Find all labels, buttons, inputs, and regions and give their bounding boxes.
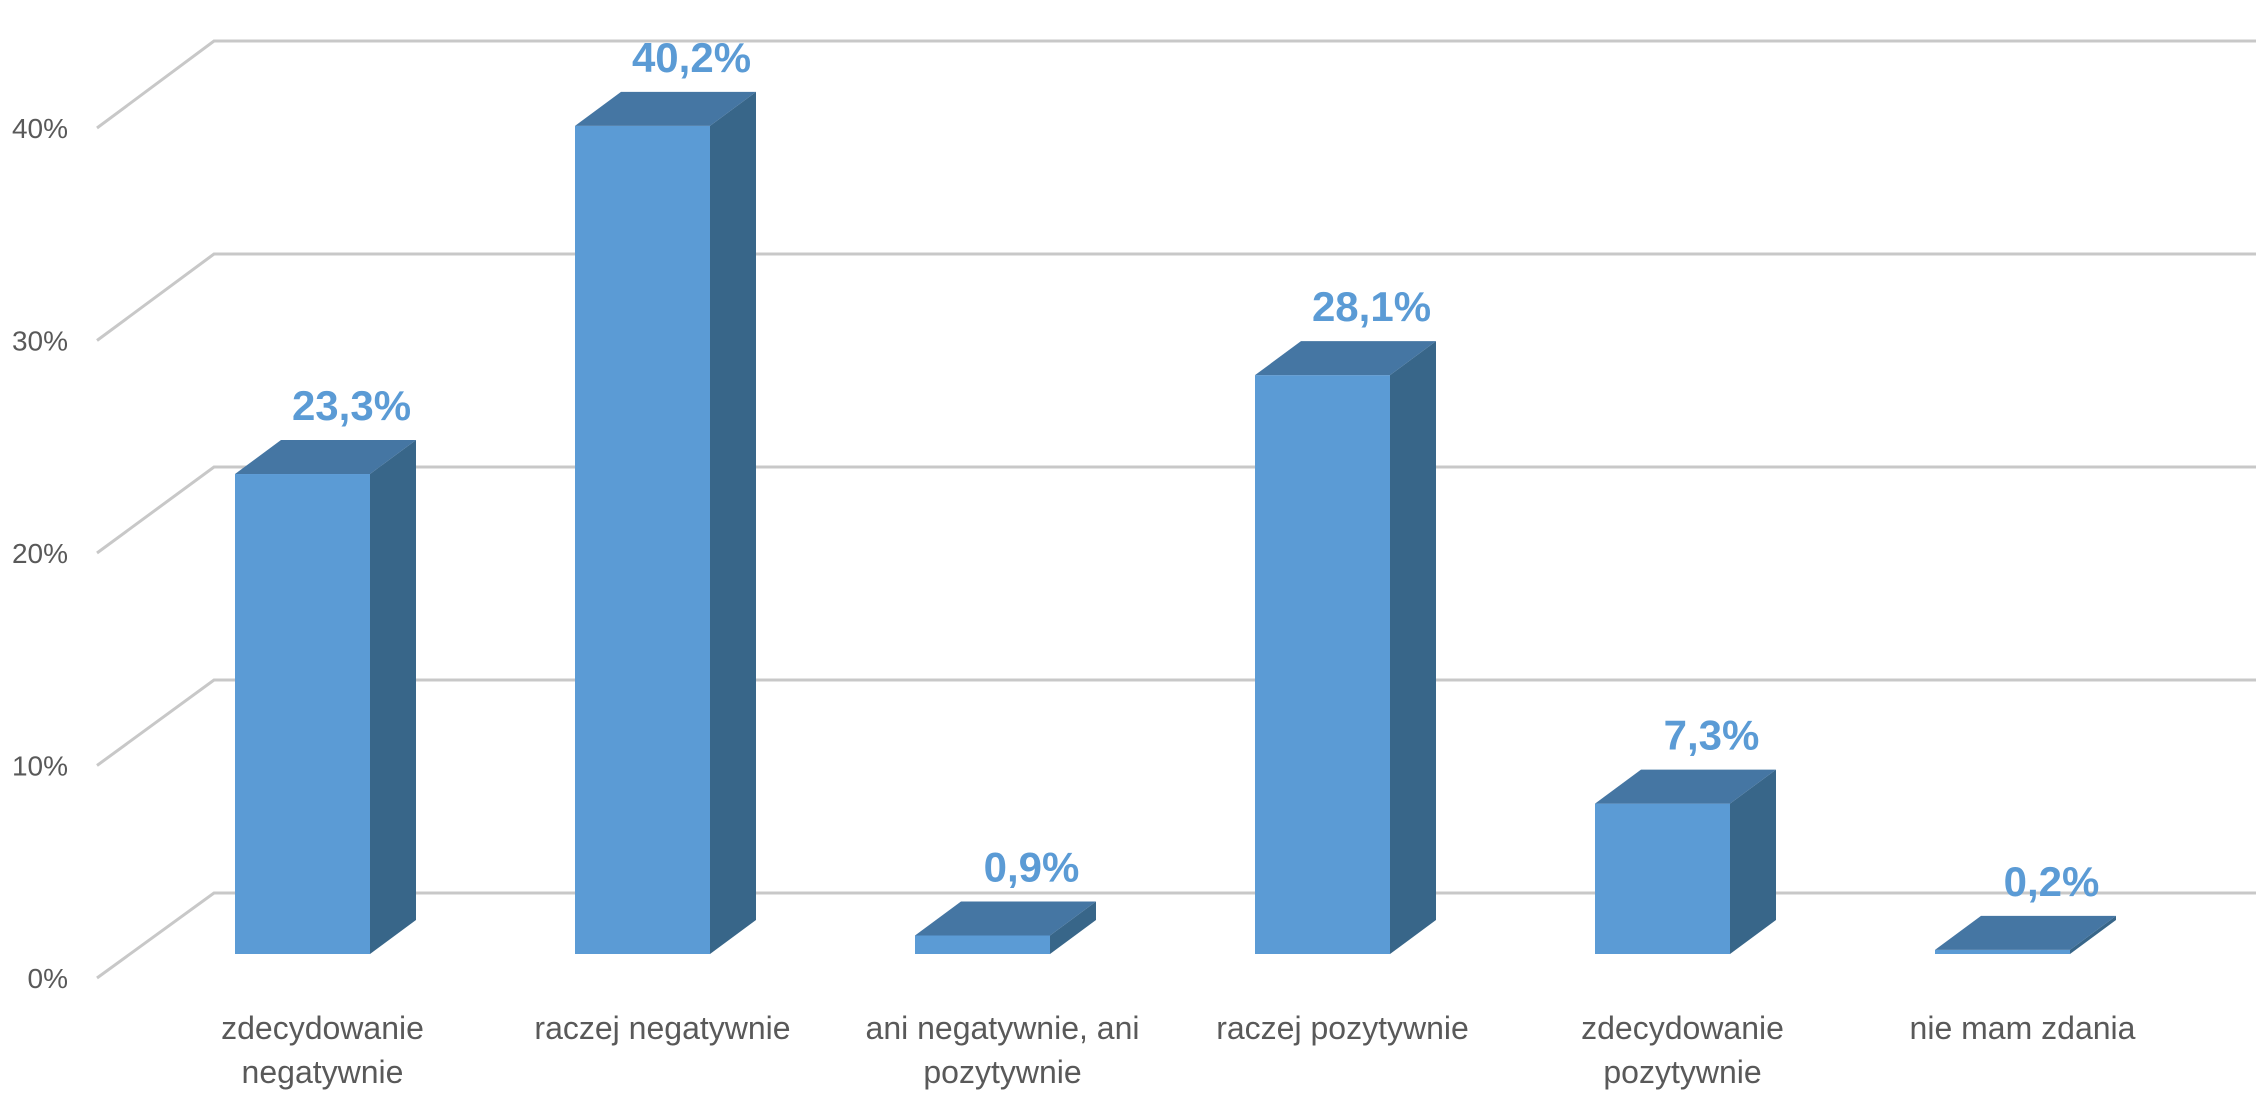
bar xyxy=(915,901,1096,954)
x-axis-categories: zdecydowanie negatywnie raczej negatywnie a… xyxy=(221,1010,2136,1090)
bar xyxy=(235,440,416,954)
category-label: nie mam zdania xyxy=(1910,1010,2136,1046)
bar-side xyxy=(1390,341,1436,954)
y-tick-label: 30% xyxy=(12,326,68,357)
data-label: 28,1% xyxy=(1312,283,1431,330)
category-label-line: pozytywnie xyxy=(923,1054,1081,1090)
bar-side xyxy=(1730,769,1776,954)
category-label-line: zdecydowanie xyxy=(1581,1010,1784,1046)
bar-side xyxy=(1050,901,1096,954)
y-tick-label: 20% xyxy=(12,538,68,569)
y-axis-ticks: 0% 10% 20% 30% 40% xyxy=(12,113,68,994)
bar-side xyxy=(370,440,416,954)
bar-top xyxy=(1935,915,2116,950)
bar xyxy=(575,91,756,954)
bar-top xyxy=(1595,769,1776,804)
data-label: 23,3% xyxy=(292,382,411,429)
data-label: 0,2% xyxy=(2004,858,2100,905)
gridline-1 xyxy=(96,678,2256,767)
y-tick-label: 10% xyxy=(12,751,68,782)
y-tick-label: 0% xyxy=(28,963,68,994)
category-label: zdecydowanie pozytywnie xyxy=(1581,1010,1784,1090)
data-label: 0,9% xyxy=(984,843,1080,890)
category-label: raczej negatywnie xyxy=(534,1010,790,1046)
gridline-0 xyxy=(96,891,2256,980)
category-label: zdecydowanie negatywnie xyxy=(221,1010,424,1090)
bar-front xyxy=(575,125,710,954)
bar xyxy=(1935,915,2116,954)
y-tick-label: 40% xyxy=(12,113,68,144)
bar-side xyxy=(710,91,756,954)
category-label-line: zdecydowanie xyxy=(221,1010,424,1046)
gridline-2 xyxy=(96,465,2256,555)
category-label-line: nie mam zdania xyxy=(1910,1010,2136,1046)
gridlines xyxy=(96,39,2256,980)
gridline-3 xyxy=(96,252,2256,342)
category-label-line: ani negatywnie, ani xyxy=(866,1010,1140,1046)
bar-front xyxy=(915,935,1050,954)
bar-top xyxy=(1255,341,1436,376)
bar-top xyxy=(235,440,416,475)
bar-top xyxy=(915,901,1096,936)
bar-front xyxy=(1255,375,1390,954)
gridline-4 xyxy=(96,39,2256,130)
bar-front xyxy=(1595,803,1730,954)
bar-front xyxy=(235,474,370,954)
bar-front xyxy=(1935,949,2070,954)
category-label-line: raczej pozytywnie xyxy=(1216,1010,1469,1046)
bar-side xyxy=(2070,915,2116,954)
category-label-line: pozytywnie xyxy=(1603,1054,1761,1090)
category-label: ani negatywnie, ani pozytywnie xyxy=(866,1010,1140,1090)
data-label: 7,3% xyxy=(1664,712,1760,759)
bar xyxy=(1595,769,1776,954)
category-label-line: negatywnie xyxy=(242,1054,404,1090)
data-label: 40,2% xyxy=(632,34,751,81)
category-label: raczej pozytywnie xyxy=(1216,1010,1469,1046)
bars xyxy=(235,91,2116,954)
category-label-line: raczej negatywnie xyxy=(534,1010,790,1046)
bar xyxy=(1255,341,1436,954)
data-labels: 23,3% 40,2% 0,9% 28,1% 7,3% 0,2% xyxy=(292,34,2099,905)
bar-top xyxy=(575,91,756,126)
